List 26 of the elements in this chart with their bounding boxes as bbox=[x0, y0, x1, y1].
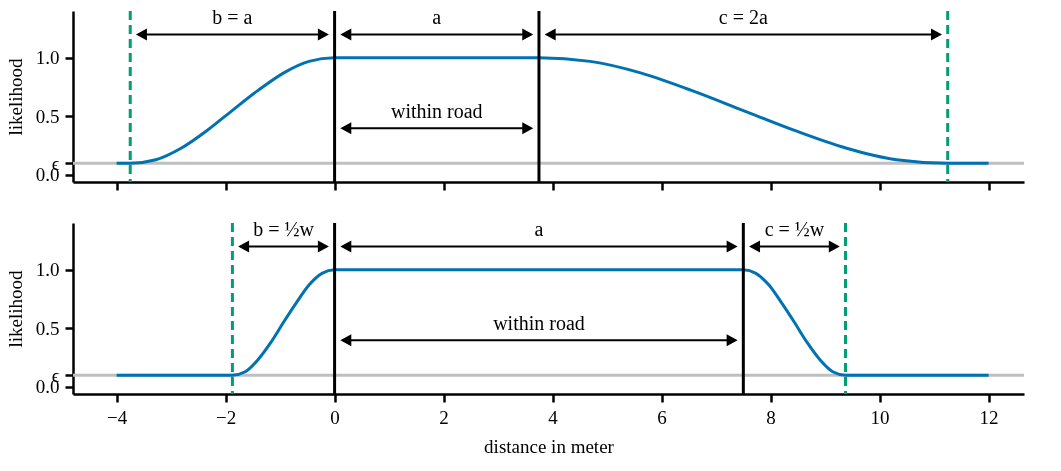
x-tick-label: −2 bbox=[215, 406, 237, 428]
annotation: a bbox=[534, 218, 544, 241]
annotation: within road bbox=[493, 312, 585, 335]
annotation: c = 2a bbox=[718, 6, 768, 29]
y-tick-label: 0.5 bbox=[35, 105, 60, 127]
x-tick-label: 8 bbox=[766, 406, 776, 428]
y-tick-label: 1.0 bbox=[35, 47, 60, 69]
x-tick-label: 2 bbox=[439, 406, 449, 428]
x-axis-title: distance in meter bbox=[484, 435, 615, 457]
y-tick-label: 1.0 bbox=[35, 259, 60, 281]
annotation: within road bbox=[390, 100, 483, 123]
y-axis-title: likelihood bbox=[4, 269, 26, 348]
y-axis-title: likelihood bbox=[4, 57, 26, 136]
x-tick-label: 10 bbox=[870, 406, 890, 428]
annotation: b = ½w bbox=[253, 218, 315, 241]
x-tick-label: 6 bbox=[657, 406, 667, 428]
line-series bbox=[115, 268, 991, 377]
x-tick-label: 0 bbox=[330, 406, 340, 428]
annotation: b = a bbox=[212, 6, 253, 29]
y-tick-label: 0.5 bbox=[35, 317, 60, 339]
line-series bbox=[115, 56, 991, 165]
x-tick-label: −4 bbox=[106, 406, 128, 428]
x-tick-label: 4 bbox=[548, 406, 559, 428]
x-tick-label: 12 bbox=[979, 406, 999, 428]
annotation: c = ½w bbox=[764, 218, 825, 241]
annotation: a bbox=[432, 6, 442, 29]
